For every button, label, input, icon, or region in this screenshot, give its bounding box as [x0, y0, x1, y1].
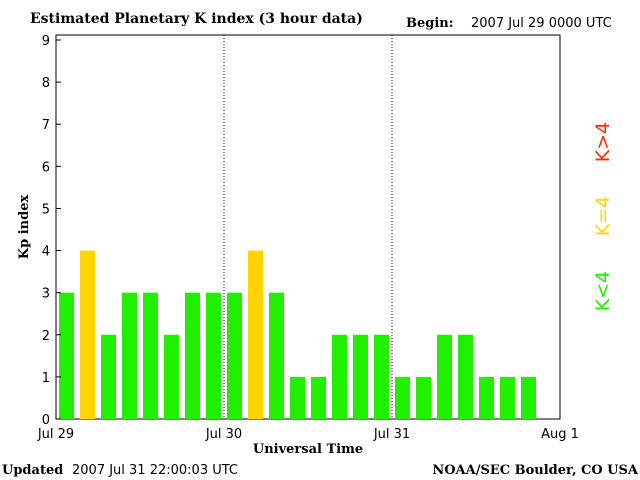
bar-8 — [227, 292, 242, 419]
bar-9 — [248, 250, 263, 419]
bar-18 — [437, 334, 452, 419]
y-tick-label-9: 9 — [42, 34, 50, 49]
x-tick-label-2: Jul 31 — [373, 427, 410, 442]
y-tick-label-1: 1 — [42, 371, 50, 386]
bar-13 — [332, 334, 347, 419]
y-tick-label-6: 6 — [42, 160, 50, 175]
bar-4 — [143, 292, 158, 419]
y-tick-label-2: 2 — [42, 329, 50, 344]
bar-3 — [122, 292, 137, 419]
bar-22 — [521, 376, 536, 419]
bar-5 — [164, 334, 179, 419]
bar-11 — [290, 376, 305, 419]
bar-1 — [80, 250, 95, 419]
y-axis-ticks: 0 1 2 3 4 5 6 7 8 9 — [42, 34, 61, 428]
begin-label: Begin: — [406, 16, 454, 31]
x-tick-label-0: Jul 29 — [37, 427, 74, 442]
source-credit: NOAA/SEC Boulder, CO USA — [432, 463, 639, 478]
y-axis-label: Kp index — [17, 195, 32, 260]
legend-k-equal-4: K=4 — [592, 196, 614, 236]
bar-16 — [395, 376, 410, 419]
bar-21 — [500, 376, 515, 419]
bar-2 — [101, 334, 116, 419]
x-tick-label-3: Aug 1 — [541, 427, 579, 442]
x-axis-ticks: Jul 29 Jul 30 Jul 31 Aug 1 — [37, 427, 579, 442]
y-tick-label-7: 7 — [42, 118, 50, 133]
updated-label: Updated — [2, 463, 63, 478]
bar-14 — [353, 334, 368, 419]
plot-frame — [55, 34, 561, 420]
bar-7 — [206, 292, 221, 419]
legend-k-less-4: K<4 — [592, 271, 614, 311]
y-tick-label-0: 0 — [42, 413, 50, 428]
x-axis-label: Universal Time — [253, 442, 363, 457]
bar-15 — [374, 334, 389, 419]
legend-k-greater-4: K>4 — [592, 122, 614, 162]
y-tick-label-3: 3 — [42, 287, 50, 302]
x-tick-label-1: Jul 30 — [205, 427, 242, 442]
bar-0 — [59, 292, 74, 419]
y-tick-label-8: 8 — [42, 76, 50, 91]
y-tick-label-5: 5 — [42, 202, 50, 217]
bar-10 — [269, 292, 284, 419]
bar-6 — [185, 292, 200, 419]
chart-title: Estimated Planetary K index (3 hour data… — [30, 11, 363, 27]
bar-19 — [458, 334, 473, 419]
bar-20 — [479, 376, 494, 419]
bar-12 — [311, 376, 326, 419]
day-separators — [223, 35, 393, 419]
bars-group — [59, 250, 536, 419]
bar-17 — [416, 376, 431, 419]
y-tick-label-4: 4 — [42, 245, 50, 260]
begin-value: 2007 Jul 29 0000 UTC — [471, 16, 612, 31]
updated-value: 2007 Jul 31 22:00:03 UTC — [72, 463, 238, 478]
